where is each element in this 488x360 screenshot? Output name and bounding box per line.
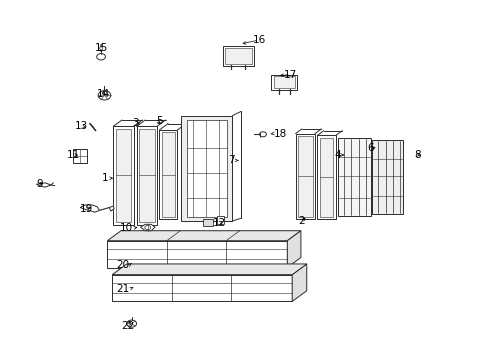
Text: 15: 15 — [94, 43, 107, 53]
Text: 10: 10 — [119, 223, 132, 233]
Text: 3: 3 — [132, 118, 138, 128]
Polygon shape — [109, 206, 114, 211]
Polygon shape — [140, 224, 155, 231]
Text: 12: 12 — [212, 218, 225, 228]
Polygon shape — [113, 126, 133, 225]
Polygon shape — [297, 136, 312, 217]
Text: 14: 14 — [97, 89, 110, 99]
Text: 22: 22 — [121, 321, 134, 332]
Text: 8: 8 — [413, 150, 420, 160]
Polygon shape — [337, 138, 370, 216]
Polygon shape — [159, 130, 177, 219]
Text: 18: 18 — [273, 129, 286, 139]
Polygon shape — [187, 120, 226, 217]
Polygon shape — [317, 135, 335, 219]
Text: 11: 11 — [66, 150, 80, 160]
Polygon shape — [224, 48, 251, 64]
Text: 1: 1 — [102, 173, 108, 183]
Polygon shape — [295, 134, 314, 219]
Polygon shape — [36, 183, 51, 187]
Text: 6: 6 — [367, 143, 373, 153]
Text: 19: 19 — [80, 203, 93, 213]
Polygon shape — [216, 216, 224, 224]
Text: 4: 4 — [333, 150, 340, 160]
Polygon shape — [80, 205, 100, 212]
Polygon shape — [112, 275, 291, 301]
Text: 17: 17 — [284, 69, 297, 80]
Polygon shape — [319, 138, 333, 217]
Polygon shape — [287, 231, 300, 267]
Polygon shape — [116, 129, 131, 222]
Text: 7: 7 — [228, 156, 234, 165]
Polygon shape — [222, 46, 254, 66]
Polygon shape — [73, 149, 87, 163]
Polygon shape — [107, 241, 287, 267]
Polygon shape — [371, 140, 402, 214]
Polygon shape — [136, 126, 157, 225]
Text: 16: 16 — [252, 35, 265, 45]
Polygon shape — [162, 132, 175, 217]
Text: 13: 13 — [75, 121, 88, 131]
Polygon shape — [139, 129, 154, 222]
Text: 2: 2 — [298, 216, 305, 226]
Text: 20: 20 — [116, 260, 129, 270]
Polygon shape — [112, 264, 306, 275]
Polygon shape — [273, 76, 294, 88]
Polygon shape — [203, 219, 212, 226]
Polygon shape — [107, 231, 300, 241]
Polygon shape — [271, 75, 296, 90]
Polygon shape — [181, 116, 232, 221]
Text: 5: 5 — [156, 116, 163, 126]
Polygon shape — [291, 264, 306, 301]
Text: 21: 21 — [116, 284, 129, 294]
Text: 9: 9 — [36, 179, 42, 189]
